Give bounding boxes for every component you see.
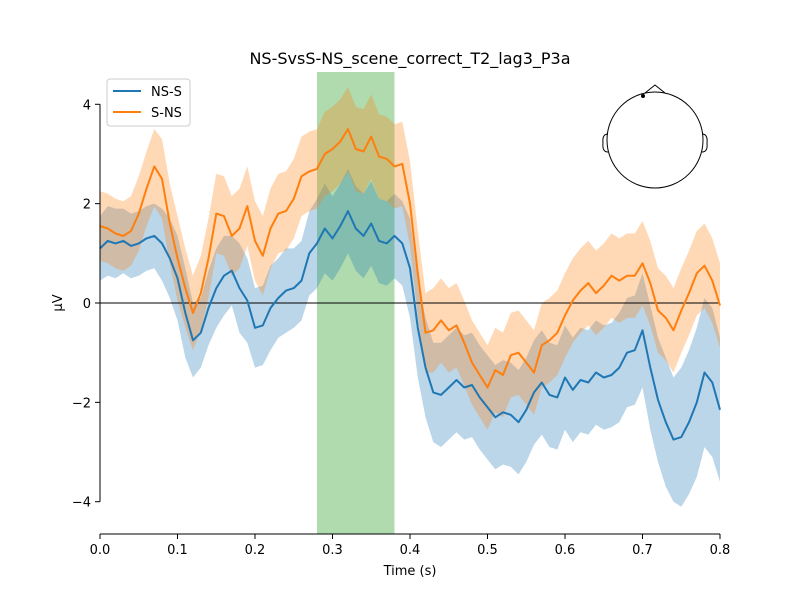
head-right-ear-icon <box>701 133 708 153</box>
chart-title: NS-SvsS-NS_scene_correct_T2_lag3_P3a <box>249 49 570 69</box>
x-axis-ticks: 0.0 0.1 0.2 0.3 0.4 0.5 0.6 0.7 0.8 <box>90 534 731 558</box>
y-axis-ticks: −4 −2 0 2 4 <box>72 98 100 511</box>
head-sensor-map-inset <box>602 84 708 189</box>
y-tick-label: −2 <box>72 396 91 411</box>
x-tick-label: 0.2 <box>245 543 266 558</box>
y-axis-label: µV <box>51 294 66 311</box>
head-outline-icon <box>606 91 704 189</box>
x-tick-label: 0.7 <box>632 543 653 558</box>
y-tick-label: 2 <box>83 198 91 213</box>
y-tick-label: −4 <box>72 496 91 511</box>
confidence-band-ns-s <box>100 168 720 507</box>
x-tick-label: 0.6 <box>555 543 576 558</box>
series-lines <box>99 128 721 441</box>
x-tick-label: 0.4 <box>400 543 421 558</box>
series-line-ns-s <box>99 210 721 441</box>
legend: NS-S S-NS <box>106 78 191 127</box>
series-line-s-ns <box>99 128 721 389</box>
legend-label-s-ns: S-NS <box>151 106 182 121</box>
confidence-bands <box>100 86 720 507</box>
confidence-band-s-ns <box>100 86 720 430</box>
x-tick-label: 0.1 <box>167 543 188 558</box>
x-axis-label: Time (s) <box>383 564 437 579</box>
y-tick-label: 4 <box>83 98 91 113</box>
sensor-marker-icon <box>641 94 645 98</box>
head-left-ear-icon <box>602 133 609 153</box>
x-tick-label: 0.3 <box>322 543 343 558</box>
x-tick-label: 0.8 <box>710 543 731 558</box>
legend-label-ns-s: NS-S <box>151 85 182 100</box>
x-tick-label: 0.0 <box>90 543 111 558</box>
y-tick-label: 0 <box>83 297 91 312</box>
head-nose-icon <box>644 84 666 94</box>
x-tick-label: 0.5 <box>477 543 498 558</box>
